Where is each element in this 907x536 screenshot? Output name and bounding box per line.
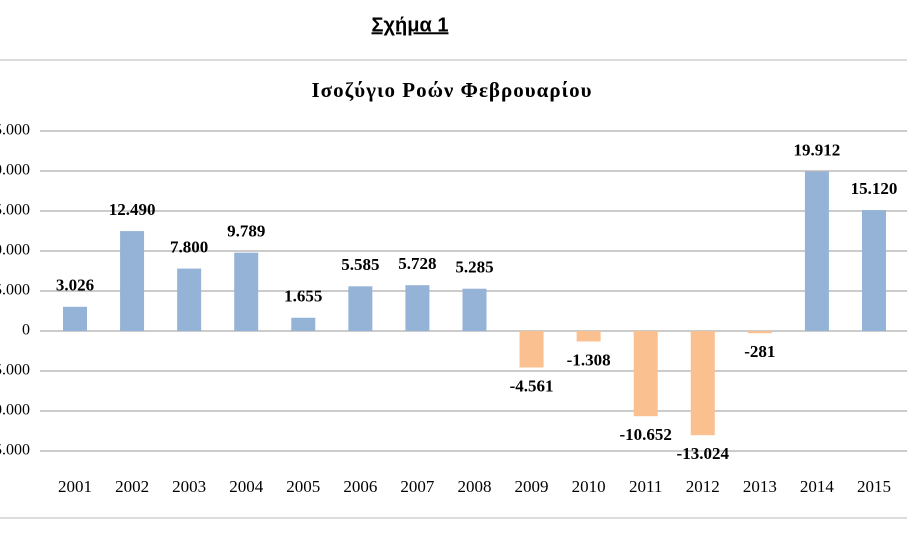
x-tick-label: 2012 <box>686 477 720 496</box>
value-label: 19.912 <box>794 141 841 160</box>
y-tick-label: -5.000 <box>0 362 30 379</box>
bar <box>462 288 487 331</box>
x-tick-label: 2013 <box>743 477 777 496</box>
x-tick-label: 2002 <box>115 477 149 496</box>
bar <box>177 268 202 331</box>
bar <box>633 331 658 417</box>
value-label: -281 <box>744 342 775 361</box>
value-label: 5.585 <box>341 255 379 274</box>
x-tick-label: 2011 <box>629 477 662 496</box>
x-tick-label: 2015 <box>857 477 891 496</box>
y-tick-label: 20.000 <box>0 162 30 179</box>
value-label: 12.490 <box>109 200 156 219</box>
value-label: 1.655 <box>284 287 322 306</box>
bar <box>804 171 829 331</box>
x-tick-label: 2009 <box>515 477 549 496</box>
x-tick-label: 2003 <box>172 477 206 496</box>
value-label: 5.728 <box>398 254 436 273</box>
bar <box>348 286 373 331</box>
y-tick-label: 25.000 <box>0 122 30 139</box>
value-label: -13.024 <box>677 444 730 463</box>
x-tick-label: 2006 <box>343 477 377 496</box>
chart-title: Ισοζύγιο Ροών Φεβρουαρίου <box>311 78 592 102</box>
value-label: 9.789 <box>227 222 265 241</box>
bar <box>405 285 430 331</box>
y-tick-label: 15.000 <box>0 202 30 219</box>
bar <box>519 331 544 368</box>
bar <box>690 331 715 436</box>
x-tick-label: 2004 <box>229 477 264 496</box>
value-label: -4.561 <box>510 376 554 395</box>
x-tick-label: 2001 <box>58 477 92 496</box>
x-tick-label: 2014 <box>800 477 835 496</box>
value-label: 5.285 <box>455 258 493 277</box>
value-label: -10.652 <box>619 425 671 444</box>
y-tick-label: 10.000 <box>0 242 30 259</box>
y-tick-label: -10.000 <box>0 402 30 419</box>
x-tick-label: 2008 <box>457 477 491 496</box>
value-label: 7.800 <box>170 238 208 257</box>
bar <box>747 331 772 334</box>
x-tick-label: 2010 <box>572 477 606 496</box>
x-tick-label: 2005 <box>286 477 320 496</box>
heading: Σχήμα 1 <box>372 14 449 36</box>
value-label: -1.308 <box>567 350 611 369</box>
bar <box>861 210 886 331</box>
bar <box>234 252 259 331</box>
bar <box>576 331 601 342</box>
x-tick-label: 2007 <box>400 477 435 496</box>
y-tick-label: 0 <box>22 322 30 339</box>
bar <box>63 306 87 331</box>
y-tick-label: 5.000 <box>0 282 30 299</box>
y-tick-label: -15.000 <box>0 442 30 459</box>
bar <box>120 231 145 331</box>
bar <box>291 317 316 331</box>
value-label: 15.120 <box>851 179 898 198</box>
value-label: 3.026 <box>56 276 94 295</box>
